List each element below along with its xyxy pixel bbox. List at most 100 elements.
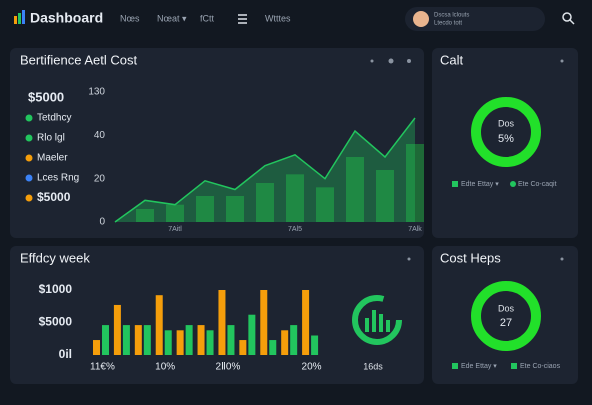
y-tick-label: 0 xyxy=(99,217,105,228)
gauge xyxy=(352,295,402,345)
legend-label: Lces Rng xyxy=(37,173,79,184)
panel-icon[interactable] xyxy=(560,257,564,261)
panel xyxy=(432,246,578,384)
donut-value: 5% xyxy=(498,133,514,145)
y-tick-label: 40 xyxy=(94,130,106,141)
bar xyxy=(302,290,310,355)
bar xyxy=(196,196,214,222)
bar xyxy=(155,295,163,355)
legend-label: Ede Ettay ▾ xyxy=(461,363,497,370)
legend-label: Edte Ettay ▾ xyxy=(461,181,499,188)
bar xyxy=(316,187,334,222)
bar xyxy=(197,325,205,355)
bar xyxy=(102,325,109,355)
gauge-label: 16ds xyxy=(363,361,383,371)
nav-item[interactable]: Nœat ▾ xyxy=(157,13,187,23)
bar xyxy=(93,340,100,355)
bar xyxy=(260,290,268,355)
x-tick-label: 2Ⅱ0% xyxy=(215,362,240,373)
legend-swatch xyxy=(25,114,33,122)
legend-label: Tetdhcy xyxy=(37,113,71,124)
legend-label: Maeler xyxy=(37,153,68,164)
nav-item[interactable]: Nœs xyxy=(120,13,140,23)
bar xyxy=(376,170,394,222)
legend-swatch xyxy=(511,363,517,369)
panel-icons[interactable] xyxy=(370,58,412,64)
y-tick-label: $1000 xyxy=(39,282,73,296)
x-tick-label: 20% xyxy=(302,362,322,373)
y-tick-label: 20 xyxy=(94,173,106,184)
legend-label: Rlo lgl xyxy=(37,133,65,144)
gauge-bars xyxy=(365,310,390,332)
panel-icon[interactable] xyxy=(560,59,564,63)
x-tick-label: 11€% xyxy=(90,362,115,373)
legend-label: Ete Co-ciaos xyxy=(520,363,561,370)
bar xyxy=(164,330,172,355)
line xyxy=(114,117,416,223)
bar xyxy=(248,314,256,355)
y-tick-label: 0il xyxy=(59,347,72,361)
donut xyxy=(471,281,541,351)
bar xyxy=(227,325,235,355)
user-role: Ltecdo tott xyxy=(434,21,462,27)
legend-swatch xyxy=(452,181,458,187)
menu-icon[interactable] xyxy=(238,14,247,24)
app-title: Dashboard xyxy=(30,10,103,26)
bar xyxy=(256,183,274,222)
bar xyxy=(269,340,277,355)
bar xyxy=(136,209,154,222)
panel xyxy=(432,48,578,238)
panel-title: Cost Heps xyxy=(440,250,501,265)
area xyxy=(115,118,415,222)
nav-item[interactable]: fCtt xyxy=(200,13,215,23)
bar xyxy=(166,204,184,222)
bar xyxy=(226,196,244,222)
avatar xyxy=(413,11,429,27)
bar xyxy=(281,330,289,355)
panel-title: Calt xyxy=(440,52,464,67)
user-box[interactable] xyxy=(405,7,545,31)
legend-swatch xyxy=(452,363,458,369)
x-tick-label: 7Alk xyxy=(408,226,422,233)
bar xyxy=(290,325,298,355)
x-tick-label: 7Aitl xyxy=(168,226,182,233)
bar xyxy=(134,325,142,355)
bar xyxy=(346,157,364,222)
bar xyxy=(311,335,319,355)
legend-swatch xyxy=(25,174,33,182)
bar xyxy=(176,330,184,355)
panel xyxy=(10,246,424,384)
panel-title: Effdcy week xyxy=(20,250,90,265)
panel-title: Bertifience Aetl Cost xyxy=(20,52,137,67)
bar xyxy=(122,325,130,355)
legend-swatch xyxy=(25,134,33,142)
bar xyxy=(143,325,151,355)
donut xyxy=(471,97,541,167)
donut-label: Dos xyxy=(498,303,515,313)
y-tick-label: 130 xyxy=(88,87,105,98)
bar xyxy=(286,174,304,222)
donut-label: Dos xyxy=(498,118,515,128)
legend-swatch xyxy=(25,194,33,202)
x-tick-label: 7Al5 xyxy=(288,226,302,233)
bar xyxy=(406,144,424,222)
donut-value: 27 xyxy=(500,317,512,329)
legend-label: $5000 xyxy=(37,190,71,204)
nav-item[interactable]: Wtttes xyxy=(265,13,291,23)
x-tick-label: 10% xyxy=(155,362,175,373)
legend-swatch xyxy=(25,154,33,162)
summary: $5000 xyxy=(28,89,64,104)
legend-label: Ete Co-caqit xyxy=(518,181,557,188)
bar xyxy=(185,325,193,355)
bar xyxy=(113,304,121,355)
bar xyxy=(218,290,226,355)
legend-swatch xyxy=(510,181,516,187)
panel-icon[interactable] xyxy=(407,257,411,261)
y-tick-label: $5000 xyxy=(39,315,73,329)
user-name: Dscsa lclouts xyxy=(434,13,469,19)
bar xyxy=(239,340,247,355)
search-icon[interactable] xyxy=(562,12,575,25)
bar xyxy=(206,330,214,355)
